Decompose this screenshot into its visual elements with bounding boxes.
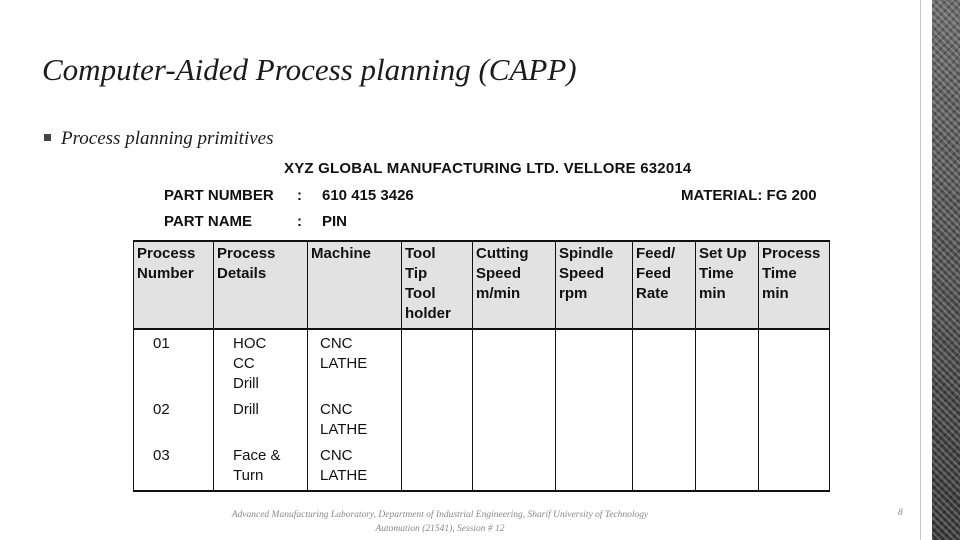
empty-cell [472, 329, 556, 394]
part-number-colon: : [297, 187, 302, 204]
empty-cell [695, 329, 759, 394]
machine-cell: CNC LATHE [307, 394, 402, 440]
company-heading: XYZ GLOBAL MANUFACTURING LTD. VELLORE 63… [284, 160, 692, 177]
part-number-value: 610 415 3426 [322, 187, 414, 204]
empty-cell [632, 329, 696, 394]
empty-cell [758, 394, 830, 440]
header-process-time: Process Time min [758, 240, 830, 330]
process-details-cell: Face & Turn [213, 440, 308, 492]
process-number-cell: 03 [133, 440, 214, 492]
table-header-row: Process Number Process Details Machine Too… [133, 240, 830, 330]
process-details-cell: Drill [213, 394, 308, 440]
machine-cell: CNC LATHE [307, 329, 402, 394]
header-machine: Machine [307, 240, 402, 330]
footer-line-1: Advanced Manufacturing Laboratory, Depar… [231, 510, 649, 520]
table-row: 01 HOC CC Drill CNC LATHE [133, 329, 830, 394]
header-process-details: Process Details [213, 240, 308, 330]
empty-cell [758, 440, 830, 492]
bullet-text: Process planning primitives [61, 128, 274, 149]
process-number-cell: 01 [133, 329, 214, 394]
empty-cell [632, 394, 696, 440]
slide-footer: Advanced Manufacturing Laboratory, Depar… [190, 508, 690, 536]
empty-cell [555, 394, 633, 440]
page-number: 8 [898, 508, 903, 518]
process-plan-table: Process Number Process Details Machine Too… [133, 240, 830, 492]
table-row: 02 Drill CNC LATHE [133, 394, 830, 440]
process-details-cell: HOC CC Drill [213, 329, 308, 394]
empty-cell [401, 394, 473, 440]
bullet-item: Process planning primitives [44, 128, 274, 150]
part-number-label: PART NUMBER [164, 187, 274, 204]
empty-cell [472, 394, 556, 440]
square-bullet-icon [44, 134, 51, 142]
slide-title: Computer-Aided Process planning (CAPP) [42, 52, 577, 87]
empty-cell [401, 329, 473, 394]
header-tool: Tool Tip Tool holder [401, 240, 473, 330]
empty-cell [472, 440, 556, 492]
header-setup-time: Set Up Time min [695, 240, 759, 330]
part-name-colon: : [297, 213, 302, 230]
empty-cell [632, 440, 696, 492]
empty-cell [695, 440, 759, 492]
empty-cell [401, 440, 473, 492]
part-name-value: PIN [322, 213, 348, 230]
process-number-cell: 02 [133, 394, 214, 440]
part-name-label: PART NAME [164, 213, 253, 230]
empty-cell [758, 329, 830, 394]
empty-cell [555, 329, 633, 394]
header-process-number: Process Number [133, 240, 214, 330]
material-label: MATERIAL: FG 200 [681, 187, 817, 204]
decorative-edge-strip [932, 0, 960, 540]
empty-cell [695, 394, 759, 440]
edge-divider [920, 0, 921, 540]
machine-cell: CNC LATHE [307, 440, 402, 492]
empty-cell [555, 440, 633, 492]
header-cutting-speed: Cutting Speed m/min [472, 240, 556, 330]
header-spindle-speed: Spindle Speed rpm [555, 240, 633, 330]
table-row: 03 Face & Turn CNC LATHE [133, 440, 830, 492]
header-feed-rate: Feed/Feed Rate [632, 240, 696, 330]
footer-line-2: Automation (21541), Session # 12 [375, 524, 505, 534]
